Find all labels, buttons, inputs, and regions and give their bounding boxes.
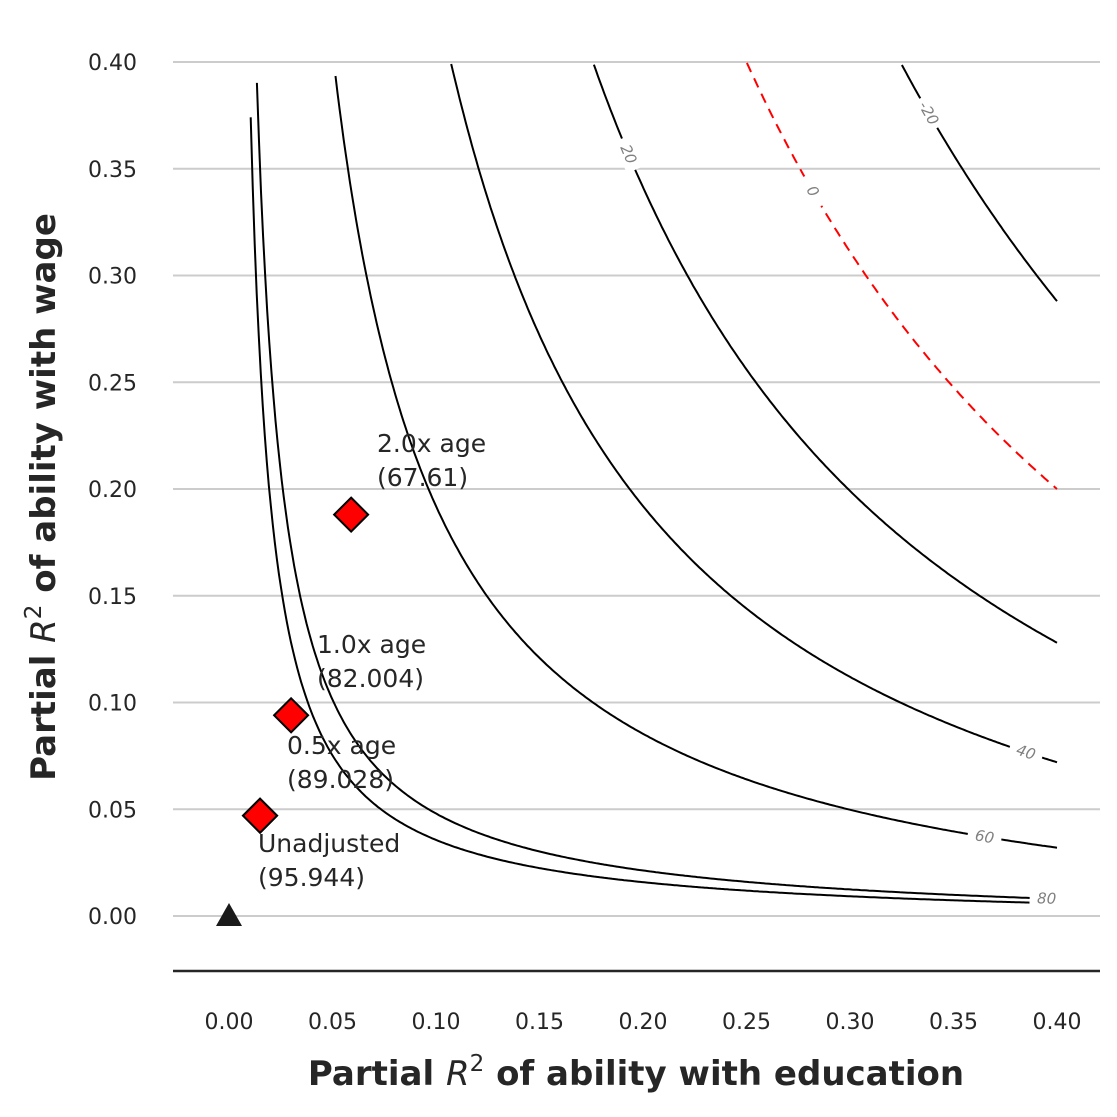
- contour-label: 80: [1037, 889, 1057, 908]
- benchmark-labels: Unadjusted (95.944) 0.5x age (89.028) 1.0x a…: [258, 429, 486, 892]
- y-tick-labels: 0.00 0.05 0.10 0.15 0.20 0.25 0.30 0.35 0.40: [88, 51, 137, 930]
- contour-line: [592, 64, 1058, 644]
- y-tick-label: 0.05: [88, 798, 137, 823]
- x-tick-label: 0.20: [619, 1010, 668, 1035]
- x-tick-label: 0.25: [722, 1010, 771, 1035]
- contour-line: [450, 63, 1058, 764]
- contour-label-gap: [613, 135, 644, 174]
- y-tick-label: 0.20: [88, 478, 137, 503]
- contour-label-gap: [1029, 888, 1064, 909]
- x-tick-label: 0.00: [205, 1010, 254, 1035]
- benchmark-label-name: 1.0x age: [317, 630, 426, 659]
- y-tick-label: 0.25: [88, 371, 137, 396]
- y-tick-label: 0.40: [88, 51, 137, 76]
- contour-label: 40: [1014, 741, 1038, 764]
- y-tick-label: 0.35: [88, 158, 137, 183]
- benchmark-label-value: (95.944): [258, 863, 365, 892]
- contour-line: [249, 117, 1057, 905]
- x-axis-label: Partial R2 of ability with education: [308, 1051, 964, 1094]
- contour-line: [255, 82, 1058, 900]
- benchmark-label-value: (89.028): [287, 765, 394, 794]
- benchmark-label-value: (67.61): [377, 463, 468, 492]
- x-tick-label: 0.05: [308, 1010, 357, 1035]
- benchmark-markers: [216, 496, 370, 926]
- x-tick-label: 0.40: [1033, 1010, 1082, 1035]
- benchmark-diamond: [272, 696, 310, 734]
- unadjusted-estimate-marker: [216, 903, 242, 926]
- contour-label: 60: [974, 826, 996, 847]
- benchmark-label-name: 2.0x age: [377, 429, 486, 458]
- x-tick-label: 0.30: [826, 1010, 875, 1035]
- y-tick-label: 0.10: [88, 692, 137, 717]
- benchmark-label-name: 0.5x age: [287, 731, 396, 760]
- contour-line: [745, 62, 1058, 490]
- contour-line: [334, 75, 1058, 849]
- contour-label-gap: [1006, 738, 1045, 767]
- benchmark-label-value: (82.004): [317, 664, 424, 693]
- x-tick-labels: 0.00 0.05 0.10 0.15 0.20 0.25 0.30 0.35 0.40: [205, 1010, 1082, 1035]
- gridlines: [173, 61, 1100, 917]
- x-tick-label: 0.10: [412, 1010, 461, 1035]
- y-axis-label: Partial R2 of ability with wage: [21, 213, 64, 781]
- contour-label-gap: [796, 171, 830, 211]
- x-tick-label: 0.15: [515, 1010, 564, 1035]
- y-tick-label: 0.30: [88, 265, 137, 290]
- benchmark-diamond: [332, 496, 370, 534]
- benchmark-label-name: Unadjusted: [258, 829, 400, 858]
- contour-label-gap: [912, 93, 945, 133]
- benchmark-diamond: [241, 797, 279, 835]
- x-tick-label: 0.35: [929, 1010, 978, 1035]
- y-tick-label: 0.00: [88, 905, 137, 930]
- y-tick-label: 0.15: [88, 585, 137, 610]
- contour-label-gap: [966, 825, 1003, 849]
